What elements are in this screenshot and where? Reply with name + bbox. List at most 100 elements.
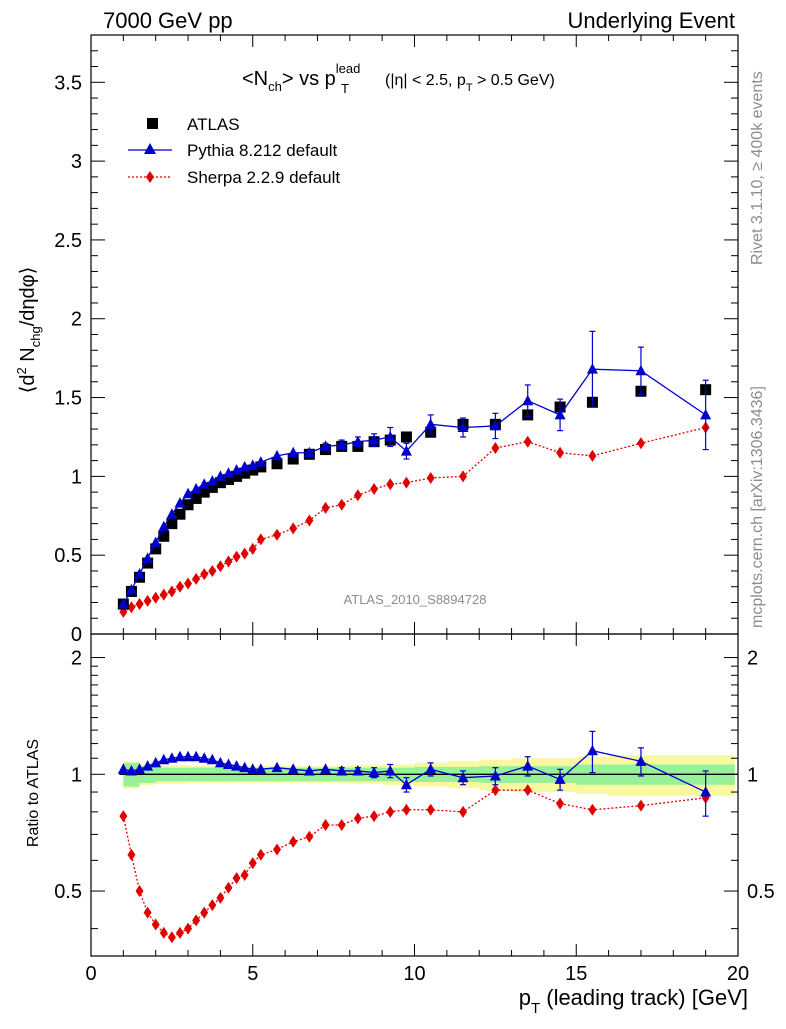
atlas-point bbox=[231, 470, 243, 482]
y-tick-label: 3.5 bbox=[54, 72, 82, 94]
pythia-ratio-point bbox=[231, 760, 243, 771]
pythia-ratio-point bbox=[214, 756, 226, 768]
chart-title: <Nch> vs plead T (|η| < 2.5, pT > 0.5 GeV) bbox=[242, 61, 555, 96]
pythia-point bbox=[247, 459, 259, 470]
pythia-point bbox=[182, 487, 194, 499]
sherpa-ratio-point bbox=[386, 805, 395, 818]
x-tick-label: 0 bbox=[85, 963, 96, 985]
legend-pythia-marker bbox=[144, 143, 156, 154]
pythia-point bbox=[222, 467, 234, 478]
sherpa-ratio-point bbox=[289, 835, 298, 848]
sherpa-ratio-point bbox=[208, 899, 217, 912]
pythia-point bbox=[336, 438, 348, 450]
ratio-y-tick-label: 2 bbox=[71, 648, 82, 670]
pythia-ratio-point bbox=[166, 752, 178, 763]
pythia-ratio-point bbox=[554, 773, 566, 784]
sherpa-ratio-point bbox=[127, 848, 136, 861]
sherpa-point bbox=[216, 560, 225, 573]
pythia-ratio-point bbox=[222, 758, 234, 769]
sherpa-ratio-point bbox=[556, 797, 565, 810]
pythia-ratio-point bbox=[287, 763, 299, 774]
pythia-ratio-point bbox=[206, 753, 218, 765]
sherpa-ratio-point bbox=[159, 926, 168, 939]
sherpa-point bbox=[192, 572, 201, 585]
pythia-ratio-point bbox=[320, 763, 332, 774]
pythia-ratio-point bbox=[125, 764, 137, 776]
y-tick-label: 0.5 bbox=[54, 545, 82, 567]
pythia-point bbox=[255, 456, 267, 467]
pythia-ratio-point bbox=[134, 763, 146, 774]
x-tick-label: 15 bbox=[565, 963, 587, 985]
sherpa-ratio-point bbox=[175, 926, 184, 939]
sherpa-point bbox=[200, 568, 209, 581]
legend-atlas-label: ATLAS bbox=[187, 115, 240, 134]
header-left: 7000 GeV pp bbox=[103, 8, 233, 33]
legend: ATLAS Pythia 8.212 default Sherpa 2.2.9 … bbox=[128, 115, 340, 187]
atlas-point bbox=[271, 458, 283, 470]
sherpa-ratio-point bbox=[135, 885, 144, 898]
pythia-point bbox=[174, 497, 186, 508]
pythia-point bbox=[125, 583, 137, 595]
sherpa-point bbox=[523, 435, 532, 448]
sherpa-ratio-point bbox=[353, 812, 362, 825]
atlas-point bbox=[174, 508, 186, 520]
sherpa-ratio-point bbox=[426, 803, 435, 816]
pythia-ratio-point bbox=[198, 752, 210, 763]
pythia-ratio-point bbox=[700, 786, 712, 797]
pythia-ratio-point bbox=[247, 763, 259, 774]
pythia-point bbox=[384, 430, 396, 442]
atlas-point bbox=[166, 518, 178, 530]
sherpa-point bbox=[127, 601, 136, 614]
sherpa-ratio-point bbox=[459, 805, 468, 818]
sherpa-line bbox=[123, 426, 706, 613]
sherpa-ratio-point bbox=[232, 872, 241, 885]
sherpa-point bbox=[184, 577, 193, 590]
pythia-point bbox=[117, 598, 129, 609]
pythia-ratio-point bbox=[635, 755, 647, 766]
sherpa-ratio-point bbox=[119, 810, 128, 823]
pythia-point bbox=[400, 445, 412, 456]
atlas-point bbox=[400, 431, 412, 443]
atlas-point bbox=[247, 464, 259, 476]
sherpa-point bbox=[208, 564, 217, 577]
sherpa-ratio-point bbox=[192, 914, 201, 927]
pythia-point bbox=[352, 435, 364, 447]
sherpa-point bbox=[289, 522, 298, 535]
sherpa-ratio-line bbox=[122, 789, 706, 939]
sherpa-point bbox=[240, 547, 249, 560]
sherpa-ratio-point bbox=[200, 906, 209, 919]
pythia-point bbox=[134, 568, 146, 579]
sherpa-point bbox=[426, 471, 435, 484]
x-tick-label: 20 bbox=[727, 963, 749, 985]
sherpa-ratio-point bbox=[523, 784, 532, 797]
atlas-point bbox=[214, 477, 226, 489]
legend-sherpa-marker bbox=[146, 171, 154, 183]
y-axis-label-bottom: Ratio to ATLAS bbox=[25, 739, 42, 847]
pythia-ratio-point bbox=[303, 764, 315, 776]
sherpa-ratio-point bbox=[143, 906, 152, 919]
sherpa-point bbox=[370, 482, 379, 495]
sherpa-point bbox=[588, 449, 597, 462]
legend-atlas-marker bbox=[147, 118, 158, 129]
sherpa-ratio-point bbox=[224, 881, 233, 894]
sherpa-ratio-point bbox=[402, 803, 411, 816]
legend-pythia-label: Pythia 8.212 default bbox=[187, 141, 338, 160]
pythia-point bbox=[150, 536, 162, 548]
y-tick-label: 3 bbox=[71, 151, 82, 173]
sherpa-ratio-point bbox=[167, 931, 176, 944]
pythia-point bbox=[635, 364, 647, 376]
legend-sherpa-label: Sherpa 2.2.9 default bbox=[187, 168, 340, 187]
x-tick-label: 5 bbox=[247, 963, 258, 985]
sherpa-ratio-point bbox=[184, 922, 193, 935]
sherpa-point bbox=[175, 580, 184, 593]
y-axis-label-top: ⟨d2 Nchg/dηdφ⟩ bbox=[14, 267, 43, 394]
sherpa-ratio-point bbox=[216, 891, 225, 904]
rivet-label: Rivet 3.1.10, ≥ 400k events bbox=[749, 71, 766, 265]
y-tick-label: 2 bbox=[71, 309, 82, 331]
atlas-point bbox=[150, 543, 162, 555]
pythia-point bbox=[522, 394, 534, 406]
pythia-ratio-point bbox=[117, 763, 129, 774]
pythia-point bbox=[303, 446, 315, 458]
analysis-watermark: ATLAS_2010_S8894728 bbox=[344, 592, 487, 607]
